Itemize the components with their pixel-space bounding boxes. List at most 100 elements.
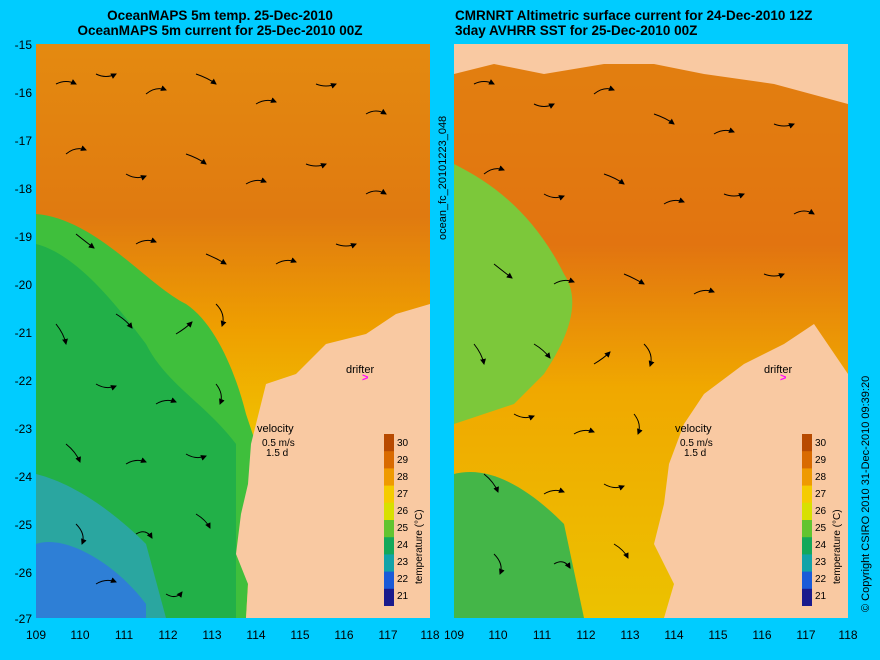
colorbar-swatch (384, 520, 394, 538)
velocity-label: velocity (675, 423, 712, 435)
colorbar-label: temperature (°C) (832, 509, 843, 584)
colorbar-tick: 30 (815, 438, 827, 449)
lon-tick: 116 (752, 628, 772, 642)
lat-tick: -16 (14, 86, 32, 100)
colorbar-tick: 24 (397, 540, 409, 551)
lon-tick: 112 (158, 628, 178, 642)
lon-tick: 111 (532, 628, 552, 642)
colorbar-swatch (802, 468, 812, 487)
colorbar-tick: 27 (815, 489, 827, 500)
lon-tick: 115 (708, 628, 728, 642)
colorbar-tick: 30 (397, 438, 409, 449)
left-map-title: OceanMAPS 5m temp. 25-Dec-2010 OceanMAPS… (75, 8, 365, 38)
lat-tick: -17 (14, 134, 32, 148)
lat-tick: -24 (14, 470, 32, 484)
colorbar-tick: 26 (815, 506, 827, 517)
colorbar-tick: 25 (397, 523, 409, 534)
colorbar-swatches (384, 434, 394, 606)
drifter-marker-icon: > (780, 372, 787, 384)
velocity-scale: 0.5 m/s (680, 438, 713, 449)
velocity-arrows (55, 73, 387, 598)
colorbar-tick: 28 (815, 472, 827, 483)
lon-tick: 114 (664, 628, 684, 642)
left-map-svg (36, 44, 430, 618)
left-colorbar (384, 434, 394, 606)
lat-tick: -19 (14, 230, 32, 244)
run-id-label: ocean_fc_20101223_048 (437, 115, 449, 240)
colorbar-tick: 26 (397, 506, 409, 517)
lon-tick: 112 (576, 628, 596, 642)
colorbar-swatches (802, 434, 812, 606)
drifter-marker-icon: > (362, 372, 369, 384)
right-map-title: CMRNRT Altimetric surface current for 24… (455, 8, 875, 38)
velocity-scale: 0.5 m/s (262, 438, 295, 449)
lat-tick: -21 (14, 326, 32, 340)
lat-tick: -25 (14, 518, 32, 532)
lon-tick: 111 (114, 628, 134, 642)
colorbar-swatch (802, 520, 812, 538)
colorbar-swatch (802, 451, 812, 469)
lon-tick: 116 (334, 628, 354, 642)
colorbar-tick: 22 (815, 574, 827, 585)
velocity-time: 1.5 d (684, 448, 707, 459)
colorbar-tick: 27 (397, 489, 409, 500)
colorbar-tick: 29 (397, 455, 409, 466)
lon-tick: 117 (378, 628, 398, 642)
lon-tick: 109 (443, 628, 465, 642)
right-map-panel (454, 44, 848, 618)
colorbar-label: temperature (°C) (414, 509, 425, 584)
colorbar-swatch (384, 588, 394, 606)
left-title-line2: OceanMAPS 5m current for 25-Dec-2010 00Z (77, 23, 363, 38)
colorbar-tick: 23 (397, 557, 409, 568)
colorbar-swatch (384, 537, 394, 555)
colorbar-swatch (802, 434, 812, 452)
lat-tick: -27 (14, 612, 32, 626)
lat-tick: -22 (14, 374, 32, 388)
colorbar-swatch (802, 485, 812, 504)
colorbar-tick: 29 (815, 455, 827, 466)
colorbar-swatch (802, 502, 812, 521)
colorbar-swatch (384, 485, 394, 504)
colorbar-swatch (384, 468, 394, 487)
right-title-line1: CMRNRT Altimetric surface current for 24… (455, 8, 813, 23)
left-map-panel (36, 44, 430, 618)
lat-tick: -15 (14, 38, 32, 52)
colorbar-tick: 25 (815, 523, 827, 534)
colorbar-swatch (384, 554, 394, 573)
right-colorbar (802, 434, 812, 606)
lon-tick: 113 (620, 628, 640, 642)
velocity-label: velocity (257, 423, 294, 435)
colorbar-swatch (384, 451, 394, 469)
velocity-arrows (473, 79, 815, 575)
colorbar-swatch (802, 537, 812, 555)
lon-tick: 118 (420, 628, 440, 642)
copyright-label: © Copyright CSIRO 2010 31-Dec-2010 09:39… (860, 375, 872, 612)
lat-tick: -23 (14, 422, 32, 436)
colorbar-swatch (384, 571, 394, 590)
lat-tick: -26 (14, 566, 32, 580)
colorbar-swatch (802, 571, 812, 590)
lat-tick: -20 (14, 278, 32, 292)
right-map-svg (454, 44, 848, 618)
colorbar-tick: 28 (397, 472, 409, 483)
colorbar-swatch (384, 434, 394, 452)
colorbar-tick: 22 (397, 574, 409, 585)
drifter-label: drifter (346, 364, 375, 376)
lon-tick: 118 (838, 628, 858, 642)
lon-tick: 110 (70, 628, 90, 642)
lon-tick: 110 (488, 628, 508, 642)
colorbar-tick: 21 (397, 591, 409, 602)
lon-tick: 113 (202, 628, 222, 642)
velocity-time: 1.5 d (266, 448, 289, 459)
colorbar-tick: 24 (815, 540, 827, 551)
lon-tick: 117 (796, 628, 816, 642)
lon-tick: 109 (25, 628, 47, 642)
land-mass (236, 304, 430, 618)
land-mass (654, 324, 848, 618)
colorbar-tick: 21 (815, 591, 827, 602)
colorbar-swatch (802, 588, 812, 606)
colorbar-swatch (384, 502, 394, 521)
colorbar-swatch (802, 554, 812, 573)
lon-tick: 114 (246, 628, 266, 642)
drifter-label: drifter (764, 364, 793, 376)
